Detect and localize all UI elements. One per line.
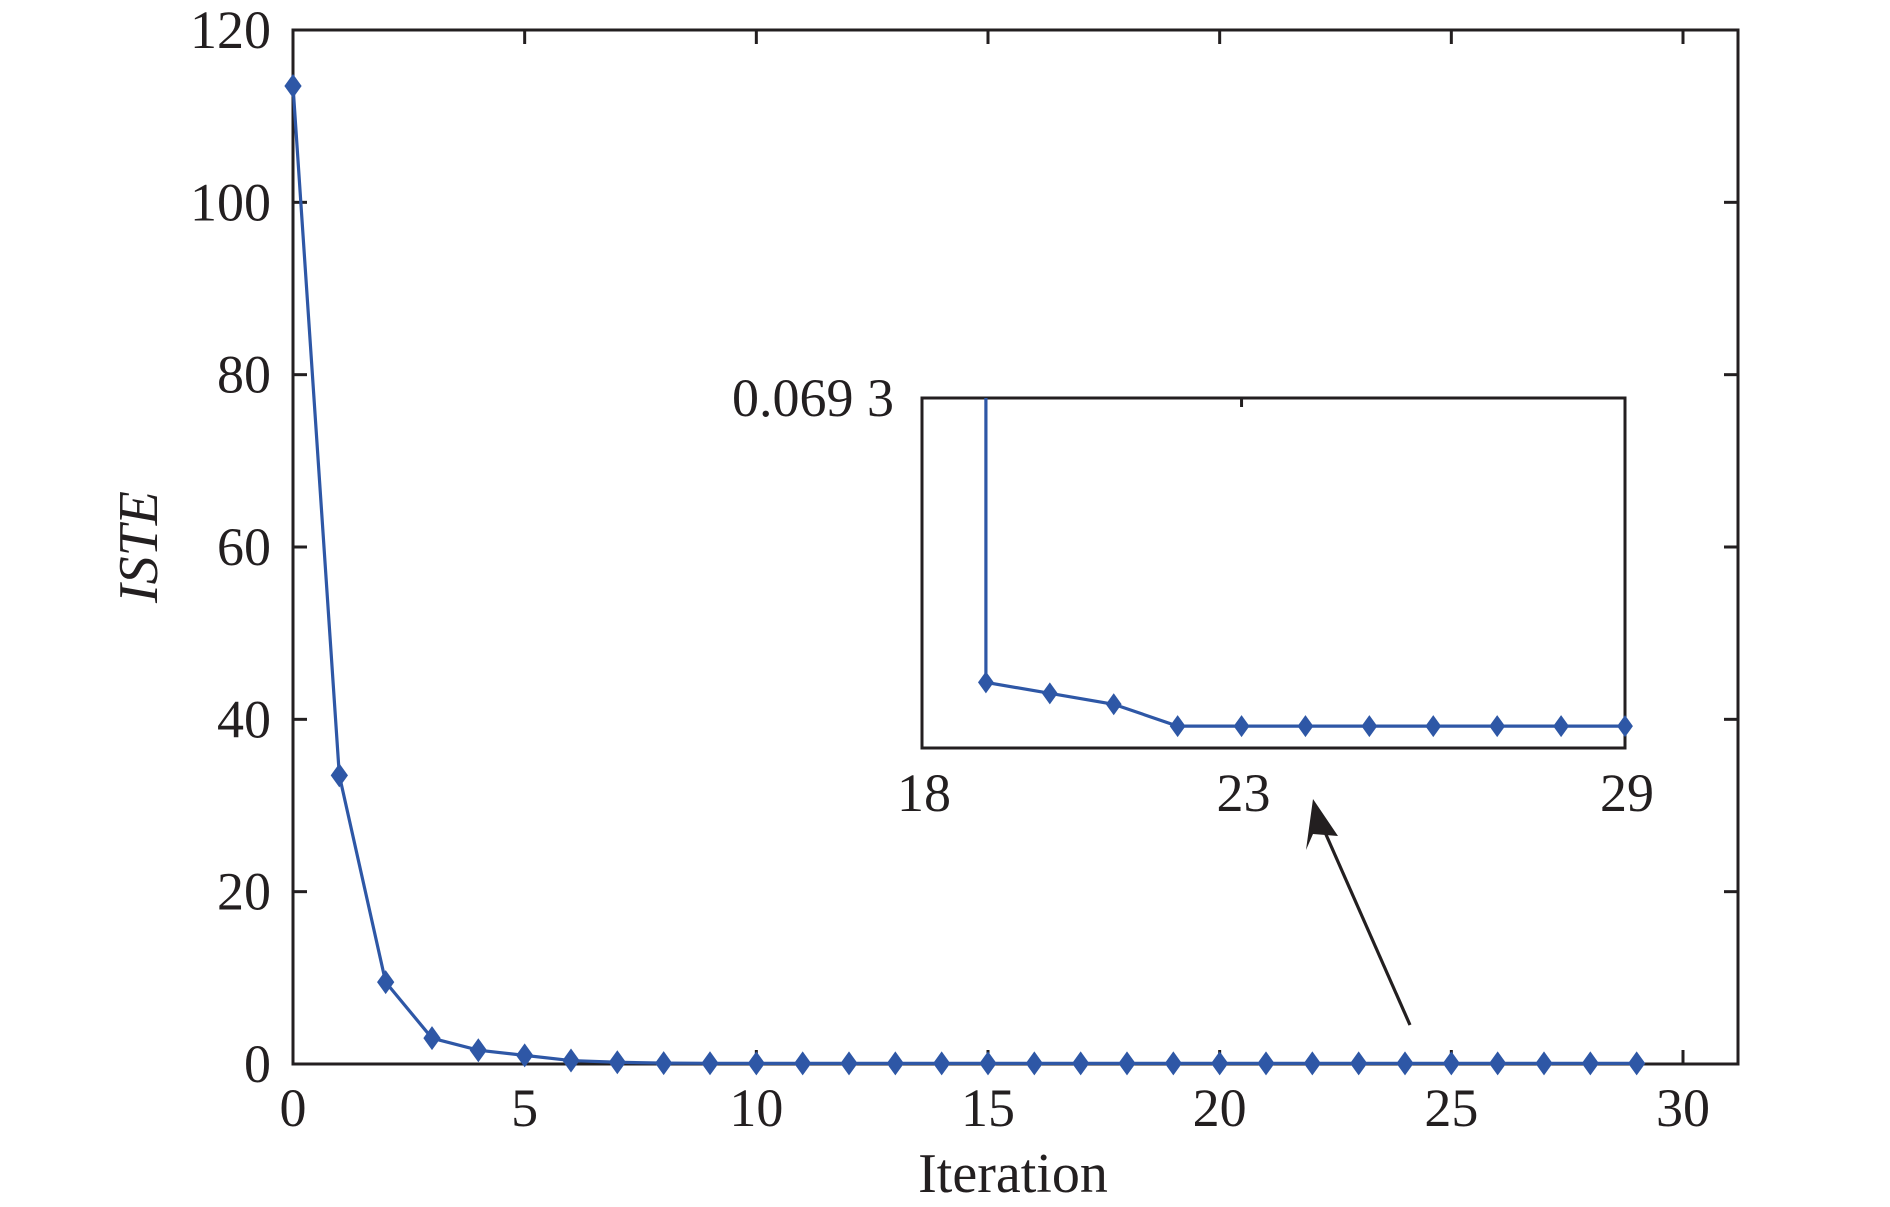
main-data-point bbox=[377, 970, 395, 995]
inset-data-point bbox=[1361, 715, 1378, 738]
main-data-point bbox=[794, 1051, 812, 1076]
main-data-point bbox=[1025, 1051, 1043, 1076]
main-data-point bbox=[1442, 1051, 1460, 1076]
inset-data-point bbox=[1297, 715, 1314, 738]
inset-x-tick-label: 23 bbox=[1217, 763, 1271, 823]
inset-y-tick-label: 0.069 3 bbox=[732, 368, 894, 428]
main-data-point bbox=[747, 1051, 765, 1076]
y-tick-label: 40 bbox=[217, 689, 271, 749]
inset-data-point bbox=[1425, 715, 1442, 738]
main-data-point bbox=[1118, 1051, 1136, 1076]
main-data-point bbox=[1489, 1051, 1507, 1076]
main-data-point bbox=[1581, 1051, 1599, 1076]
inset-series-line bbox=[984, 398, 1625, 728]
x-tick-label: 15 bbox=[961, 1078, 1015, 1138]
y-tick-label: 80 bbox=[217, 345, 271, 405]
main-data-point bbox=[886, 1051, 904, 1076]
y-tick-label: 0 bbox=[244, 1034, 271, 1094]
main-data-point bbox=[1350, 1051, 1368, 1076]
main-series bbox=[284, 74, 1646, 1076]
inset-data-point bbox=[1553, 715, 1570, 738]
x-tick-label: 0 bbox=[280, 1078, 307, 1138]
main-axis-ticks bbox=[291, 28, 1738, 1066]
x-tick-label: 30 bbox=[1656, 1078, 1710, 1138]
y-tick-label: 100 bbox=[190, 172, 271, 232]
main-data-point bbox=[562, 1048, 580, 1073]
main-data-point bbox=[469, 1038, 487, 1063]
inset-data-point bbox=[1169, 715, 1186, 738]
inset-series bbox=[977, 398, 1633, 738]
main-data-point bbox=[655, 1051, 673, 1076]
x-tick-label: 25 bbox=[1424, 1078, 1478, 1138]
main-tick-labels: 0 5 10 15 20 25 30 0 20 40 60 80 100 120 bbox=[190, 0, 1710, 1138]
y-tick-label: 60 bbox=[217, 517, 271, 577]
main-data-point bbox=[1628, 1051, 1646, 1076]
inset-data-point bbox=[1041, 682, 1058, 705]
inset-x-tick-label: 29 bbox=[1600, 763, 1654, 823]
inset-x-tick-label: 18 bbox=[897, 763, 951, 823]
inset-plot-frame bbox=[920, 396, 1627, 750]
main-data-point bbox=[516, 1043, 534, 1068]
main-data-point bbox=[1535, 1051, 1553, 1076]
y-axis-title: ISTE bbox=[108, 491, 170, 604]
main-data-point bbox=[701, 1051, 719, 1076]
main-data-point bbox=[933, 1051, 951, 1076]
inset-axis-ticks bbox=[920, 398, 1627, 407]
x-tick-label: 10 bbox=[729, 1078, 783, 1138]
main-data-point bbox=[1211, 1051, 1229, 1076]
main-data-point bbox=[979, 1051, 997, 1076]
inset-tick-labels: 18 23 29 0.069 3 bbox=[732, 368, 1654, 823]
inset-data-point bbox=[1233, 715, 1250, 738]
y-tick-label: 120 bbox=[190, 0, 271, 60]
x-tick-label: 20 bbox=[1193, 1078, 1247, 1138]
main-data-point bbox=[1257, 1051, 1275, 1076]
main-data-point bbox=[284, 74, 302, 99]
inset-data-point bbox=[1489, 715, 1506, 738]
main-data-point bbox=[1303, 1051, 1321, 1076]
zoom-arrow-head bbox=[1306, 799, 1338, 850]
main-data-point bbox=[608, 1050, 626, 1075]
main-data-point bbox=[330, 763, 348, 788]
main-data-point bbox=[1396, 1051, 1414, 1076]
inset-data-point bbox=[1617, 715, 1633, 738]
x-axis-title: Iteration bbox=[918, 1143, 1108, 1205]
y-tick-label: 20 bbox=[217, 862, 271, 922]
main-data-point bbox=[1072, 1051, 1090, 1076]
inset-data-point bbox=[1105, 693, 1122, 716]
main-data-point bbox=[423, 1026, 441, 1051]
zoom-arrow-shaft bbox=[1322, 829, 1412, 1026]
inset-data-point bbox=[977, 671, 994, 694]
main-data-point bbox=[840, 1051, 858, 1076]
x-tick-label: 5 bbox=[511, 1078, 538, 1138]
main-data-point bbox=[1164, 1051, 1182, 1076]
